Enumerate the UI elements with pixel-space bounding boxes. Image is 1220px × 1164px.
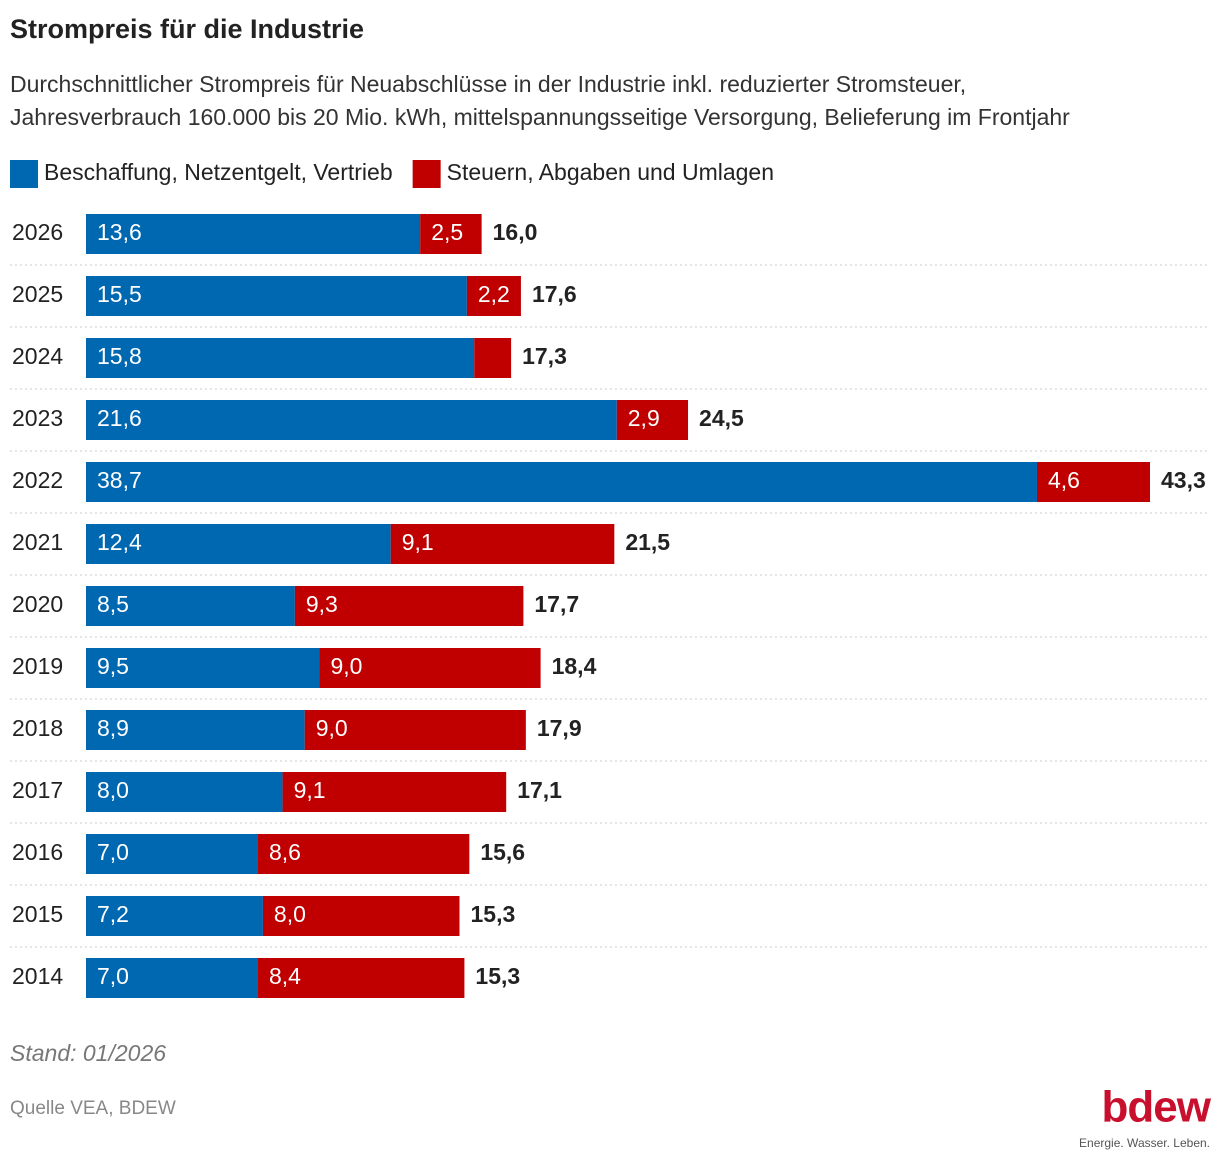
total-label: 17,7 — [534, 591, 579, 617]
value-label: 12,4 — [97, 529, 142, 555]
chart-title: Strompreis für die Industrie — [10, 14, 364, 44]
value-label: 9,0 — [330, 653, 362, 679]
bar — [86, 958, 259, 998]
legend-swatch — [412, 160, 441, 188]
value-label: 9,1 — [294, 777, 326, 803]
subtitle: Durchschnittlicher Strompreis für Neuabs… — [10, 71, 966, 97]
y-tick-label: 2025 — [12, 281, 63, 307]
value-label: 8,0 — [97, 777, 129, 803]
value-label: 7,2 — [97, 901, 129, 927]
total-label: 18,4 — [552, 653, 597, 679]
total-label: 17,9 — [537, 715, 582, 741]
bar — [304, 710, 526, 750]
bar — [319, 648, 541, 688]
total-label: 15,3 — [475, 963, 520, 989]
bar — [420, 214, 482, 254]
y-tick-label: 2024 — [12, 343, 63, 369]
y-tick-label: 2018 — [12, 715, 63, 741]
value-label: 38,7 — [97, 467, 142, 493]
value-label: 8,5 — [97, 591, 129, 617]
total-label: 17,6 — [532, 281, 577, 307]
bar — [86, 462, 1037, 502]
total-label: 15,6 — [480, 839, 525, 865]
logo: bdew — [1102, 1083, 1212, 1132]
bar — [86, 648, 320, 688]
value-label: 2,2 — [478, 281, 510, 307]
total-label: 17,3 — [522, 343, 567, 369]
y-tick-label: 2019 — [12, 653, 63, 679]
bar — [86, 834, 259, 874]
y-tick-label: 2017 — [12, 777, 63, 803]
value-label: 8,4 — [269, 963, 301, 989]
total-label: 21,5 — [625, 529, 670, 555]
value-label: 8,9 — [97, 715, 129, 741]
bar — [86, 586, 295, 626]
subtitle: Jahresverbrauch 160.000 bis 20 Mio. kWh,… — [10, 104, 1070, 130]
y-tick-label: 2022 — [12, 467, 63, 493]
legend-label: Beschaffung, Netzentgelt, Vertrieb — [44, 159, 393, 185]
value-label: 15,5 — [97, 281, 142, 307]
y-tick-label: 2015 — [12, 901, 63, 927]
value-label: 7,0 — [97, 963, 129, 989]
y-tick-label: 2014 — [12, 963, 63, 989]
value-label: 15,8 — [97, 343, 142, 369]
total-label: 24,5 — [699, 405, 744, 431]
bar — [86, 772, 283, 812]
value-label: 9,5 — [97, 653, 129, 679]
total-label: 15,3 — [471, 901, 516, 927]
bar — [1036, 462, 1150, 502]
bar — [466, 276, 521, 316]
bar — [86, 400, 617, 440]
bar — [258, 958, 465, 998]
legend-label: Steuern, Abgaben und Umlagen — [447, 159, 774, 185]
total-label: 17,1 — [517, 777, 562, 803]
logo-claim: Energie. Wasser. Leben. — [1079, 1136, 1210, 1150]
y-tick-label: 2021 — [12, 529, 63, 555]
y-tick-label: 2023 — [12, 405, 63, 431]
legend-swatch — [10, 160, 38, 188]
bar — [86, 896, 263, 936]
value-label: 9,1 — [402, 529, 434, 555]
y-tick-label: 2016 — [12, 839, 63, 865]
bar — [258, 834, 470, 874]
bar — [294, 586, 524, 626]
bar — [390, 524, 615, 564]
value-label: 2,9 — [628, 405, 660, 431]
bar — [86, 710, 305, 750]
y-tick-label: 2026 — [12, 219, 63, 245]
total-label: 43,3 — [1161, 467, 1206, 493]
value-label: 7,0 — [97, 839, 129, 865]
value-label: 9,0 — [316, 715, 348, 741]
bar — [86, 524, 391, 564]
value-label: 13,6 — [97, 219, 142, 245]
bar — [282, 772, 507, 812]
value-label: 8,6 — [269, 839, 301, 865]
note: Stand: 01/2026 — [10, 1040, 166, 1066]
bar — [262, 896, 460, 936]
value-label: 2,5 — [431, 219, 463, 245]
bar — [474, 338, 512, 378]
bar — [86, 338, 475, 378]
source: Quelle VEA, BDEW — [10, 1098, 176, 1119]
value-label: 4,6 — [1048, 467, 1080, 493]
value-label: 9,3 — [306, 591, 338, 617]
bar — [86, 276, 467, 316]
total-label: 16,0 — [493, 219, 538, 245]
value-label: 21,6 — [97, 405, 142, 431]
bar — [86, 214, 421, 254]
bar — [616, 400, 689, 440]
y-tick-label: 2020 — [12, 591, 63, 617]
value-label: 8,0 — [274, 901, 306, 927]
